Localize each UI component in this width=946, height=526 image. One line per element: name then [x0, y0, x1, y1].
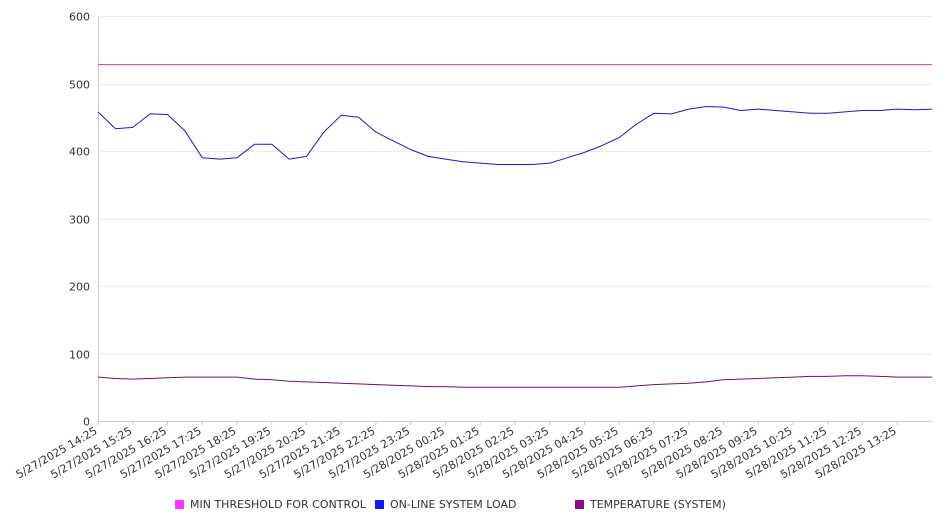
y-tick-label: 300 — [69, 214, 90, 227]
system-load-series-line — [97, 106, 933, 165]
gridlines — [98, 16, 932, 355]
y-tick-label: 0 — [83, 416, 90, 429]
y-tick-label: 100 — [69, 349, 90, 362]
y-tick-label: 400 — [69, 146, 90, 159]
x-axis-ticks: 5/27/2025 14:255/27/2025 15:255/27/2025 … — [14, 421, 899, 481]
legend-label-temperature: TEMPERATURE (SYSTEM) — [590, 498, 726, 511]
legend-label-load: ON-LINE SYSTEM LOAD — [390, 498, 517, 511]
line-chart: 0 100 200 300 400 500 600 5/27/2025 14:255/27/… — [14, 11, 933, 481]
legend-swatch-load — [375, 500, 384, 509]
y-axis-ticks: 0 100 200 300 400 500 600 — [69, 11, 90, 429]
legend-swatch-temperature — [575, 500, 584, 509]
legend: MIN THRESHOLD FOR CONTROL ON-LINE SYSTEM… — [0, 498, 946, 514]
temperature-series-line — [97, 375, 932, 388]
legend-label-threshold: MIN THRESHOLD FOR CONTROL — [190, 498, 366, 511]
legend-item-threshold[interactable]: MIN THRESHOLD FOR CONTROL — [175, 498, 366, 511]
legend-swatch-threshold — [175, 500, 184, 509]
y-tick-label: 500 — [69, 79, 90, 92]
y-tick-label: 200 — [69, 281, 90, 294]
series-lines — [97, 64, 933, 388]
legend-item-temperature[interactable]: TEMPERATURE (SYSTEM) — [575, 498, 726, 511]
y-tick-label: 600 — [69, 11, 90, 24]
legend-item-load[interactable]: ON-LINE SYSTEM LOAD — [375, 498, 516, 511]
